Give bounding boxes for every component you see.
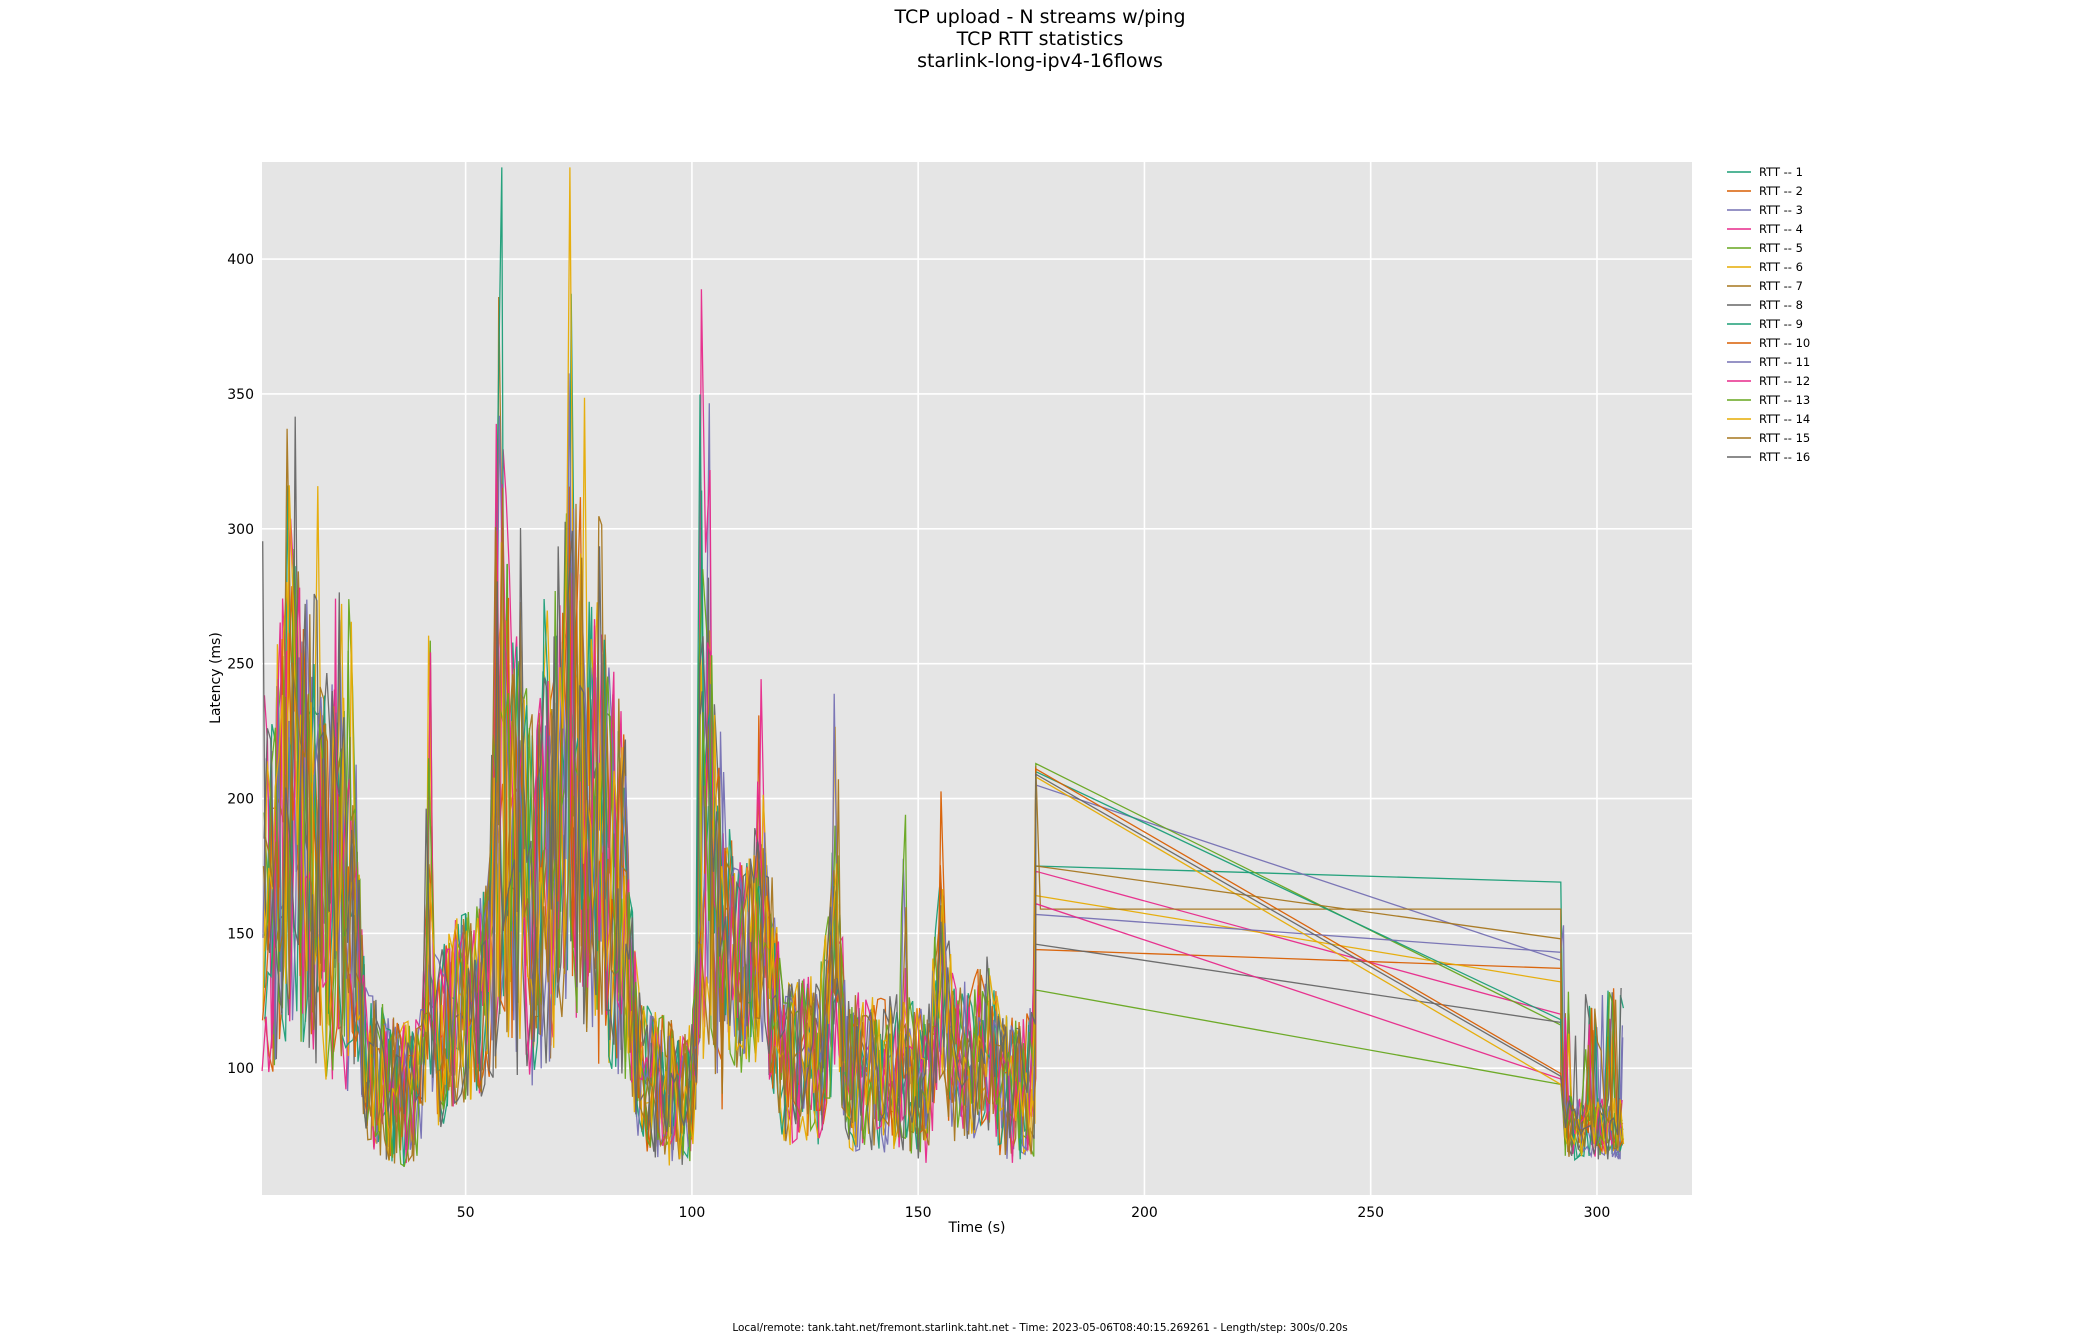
- title-block: TCP upload - N streams w/ping TCP RTT st…: [0, 6, 2080, 72]
- legend-label: RTT -- 15: [1759, 431, 1810, 445]
- legend: RTT -- 1 RTT -- 2 RTT -- 3 RTT -- 4 RTT -- 5…: [1727, 165, 1810, 464]
- legend-label: RTT -- 13: [1759, 393, 1810, 407]
- chart-title: TCP upload - N streams w/ping: [894, 6, 1186, 28]
- series-line-13: [264, 513, 1624, 1168]
- y-tick-label: 300: [227, 522, 254, 538]
- series-lines: [261, 167, 1625, 1168]
- chart-subtitle-2: starlink-long-ipv4-16flows: [917, 50, 1163, 72]
- x-tick-label: 250: [1357, 1205, 1384, 1221]
- legend-label: RTT -- 8: [1759, 298, 1803, 312]
- y-axis-label: Latency (ms): [208, 632, 224, 724]
- legend-label: RTT -- 16: [1759, 450, 1810, 464]
- y-tick-label: 250: [227, 657, 254, 673]
- x-tick-label: 300: [1584, 1205, 1611, 1221]
- x-tick-label: 200: [1131, 1205, 1158, 1221]
- y-tick-label: 400: [227, 252, 254, 268]
- legend-label: RTT -- 6: [1759, 260, 1803, 274]
- y-tick-label: 100: [227, 1061, 254, 1077]
- x-axis-label: Time (s): [948, 1220, 1006, 1236]
- legend-label: RTT -- 3: [1759, 203, 1803, 217]
- legend-label: RTT -- 10: [1759, 336, 1810, 350]
- y-tick-label: 200: [227, 792, 254, 808]
- series-line-11: [264, 373, 1624, 1160]
- legend-label: RTT -- 5: [1759, 241, 1803, 255]
- legend-label: RTT -- 4: [1759, 222, 1803, 236]
- legend-label: RTT -- 2: [1759, 184, 1803, 198]
- x-tick-label: 100: [679, 1205, 706, 1221]
- legend-label: RTT -- 11: [1759, 355, 1810, 369]
- series-line-16: [263, 527, 1622, 1160]
- legend-label: RTT -- 14: [1759, 412, 1810, 426]
- y-tick-label: 350: [227, 387, 254, 403]
- y-tick-labels: 100 150 200 250 300 350 400: [227, 252, 254, 1077]
- legend-label: RTT -- 12: [1759, 374, 1810, 388]
- chart-subtitle: TCP RTT statistics: [956, 28, 1124, 50]
- x-tick-label: 150: [905, 1205, 932, 1221]
- y-tick-label: 150: [227, 926, 254, 942]
- x-tick-label: 50: [457, 1205, 475, 1221]
- x-tick-labels: 50 100 150 200 250 300: [457, 1205, 1611, 1221]
- legend-label: RTT -- 9: [1759, 317, 1803, 331]
- footer-note: Local/remote: tank.taht.net/fremont.star…: [732, 1322, 1348, 1334]
- legend-label: RTT -- 7: [1759, 279, 1803, 293]
- legend-label: RTT -- 1: [1759, 165, 1803, 179]
- grid-lines: [262, 162, 1692, 1195]
